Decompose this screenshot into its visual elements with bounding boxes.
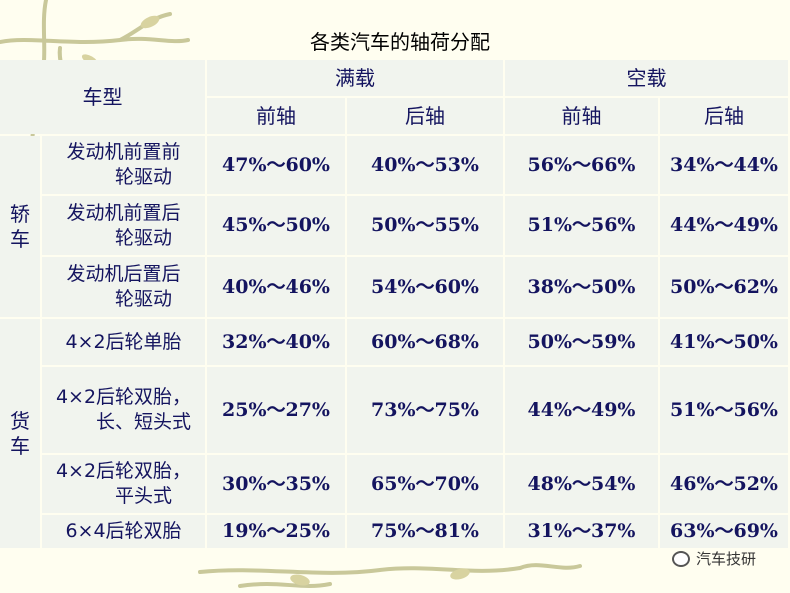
table-cell: 40%～53% xyxy=(347,136,503,194)
table-cell: 51%～56% xyxy=(660,367,788,453)
table-cell: 47%～60% xyxy=(207,136,345,194)
group-sedan-line2: 车 xyxy=(10,226,30,251)
group-sedan: 轿 车 xyxy=(0,136,40,317)
table-cell: 54%～60% xyxy=(347,257,503,317)
header-empty-load: 空载 xyxy=(505,60,788,96)
header-model: 车型 xyxy=(0,60,205,134)
table-cell: 25%～27% xyxy=(207,367,345,453)
table-cell: 30%～35% xyxy=(207,455,345,513)
table-cell: 73%～75% xyxy=(347,367,503,453)
type-line: 轮驱动 xyxy=(114,288,172,310)
table-cell: 44%～49% xyxy=(505,367,658,453)
table-cell: 38%～50% xyxy=(505,257,658,317)
table-cell: 60%～68% xyxy=(347,319,503,365)
table-cell: 75%～81% xyxy=(347,515,503,548)
type-truck-dual-flat: 4×2后轮双胎， 平头式 xyxy=(42,455,205,513)
header-empty-rear: 后轴 xyxy=(660,98,788,134)
type-line: 发动机前置后 xyxy=(66,201,181,224)
table-cell: 63%～69% xyxy=(660,515,788,548)
watermark-text: 汽车技研 xyxy=(696,550,757,568)
header-empty-front: 前轴 xyxy=(505,98,658,134)
chat-bubble-icon xyxy=(672,550,690,567)
type-line: 4×2后轮单胎 xyxy=(65,330,182,353)
table-cell: 51%～56% xyxy=(505,196,658,255)
type-line: 4×2后轮双胎， xyxy=(55,386,192,409)
group-sedan-line1: 轿 xyxy=(10,201,30,226)
type-truck-dual-long-short: 4×2后轮双胎， 长、短头式 xyxy=(42,367,205,453)
table-cell: 50%～59% xyxy=(505,319,658,365)
header-full-front: 前轴 xyxy=(207,98,345,134)
group-truck: 货 车 xyxy=(0,319,40,548)
type-line: 6×4后轮双胎 xyxy=(65,520,182,543)
table-cell: 40%～46% xyxy=(207,257,345,317)
table-cell: 31%～37% xyxy=(505,515,658,548)
header-full-load: 满载 xyxy=(207,60,503,96)
table-cell: 56%～66% xyxy=(505,136,658,194)
table-cell: 41%～50% xyxy=(660,319,788,365)
type-sedan-rr: 发动机后置后 轮驱动 xyxy=(42,257,205,317)
header-full-rear: 后轴 xyxy=(347,98,503,134)
type-line: 平头式 xyxy=(114,485,172,507)
type-truck-6x4: 6×4后轮双胎 xyxy=(42,515,205,548)
table-title: 各类汽车的轴荷分配 xyxy=(310,30,490,54)
type-line: 轮驱动 xyxy=(114,226,172,249)
table-cell: 19%～25% xyxy=(207,515,345,548)
type-line: 轮驱动 xyxy=(114,166,172,188)
table-cell: 44%～49% xyxy=(660,196,788,255)
table-cell: 48%～54% xyxy=(505,455,658,513)
type-line: 长、短头式 xyxy=(95,411,191,433)
type-line: 发动机前置前 xyxy=(66,141,181,164)
group-truck-line1: 货 xyxy=(10,408,30,433)
type-sedan-fr: 发动机前置后 轮驱动 xyxy=(42,196,205,255)
table-cell: 32%～40% xyxy=(207,319,345,365)
table-cell: 50%～55% xyxy=(347,196,503,255)
table-cell: 34%～44% xyxy=(660,136,788,194)
table-cell: 46%～52% xyxy=(660,455,788,513)
type-sedan-ff: 发动机前置前 轮驱动 xyxy=(42,136,205,194)
watermark: 汽车技研 xyxy=(672,548,756,569)
table-cell: 65%～70% xyxy=(347,455,503,513)
table-cell: 45%～50% xyxy=(207,196,345,255)
group-truck-line2: 车 xyxy=(10,433,30,458)
table-cell: 50%～62% xyxy=(660,257,788,317)
type-line: 发动机后置后 xyxy=(66,263,181,286)
type-line: 4×2后轮双胎， xyxy=(55,460,192,483)
type-truck-single: 4×2后轮单胎 xyxy=(42,319,205,365)
